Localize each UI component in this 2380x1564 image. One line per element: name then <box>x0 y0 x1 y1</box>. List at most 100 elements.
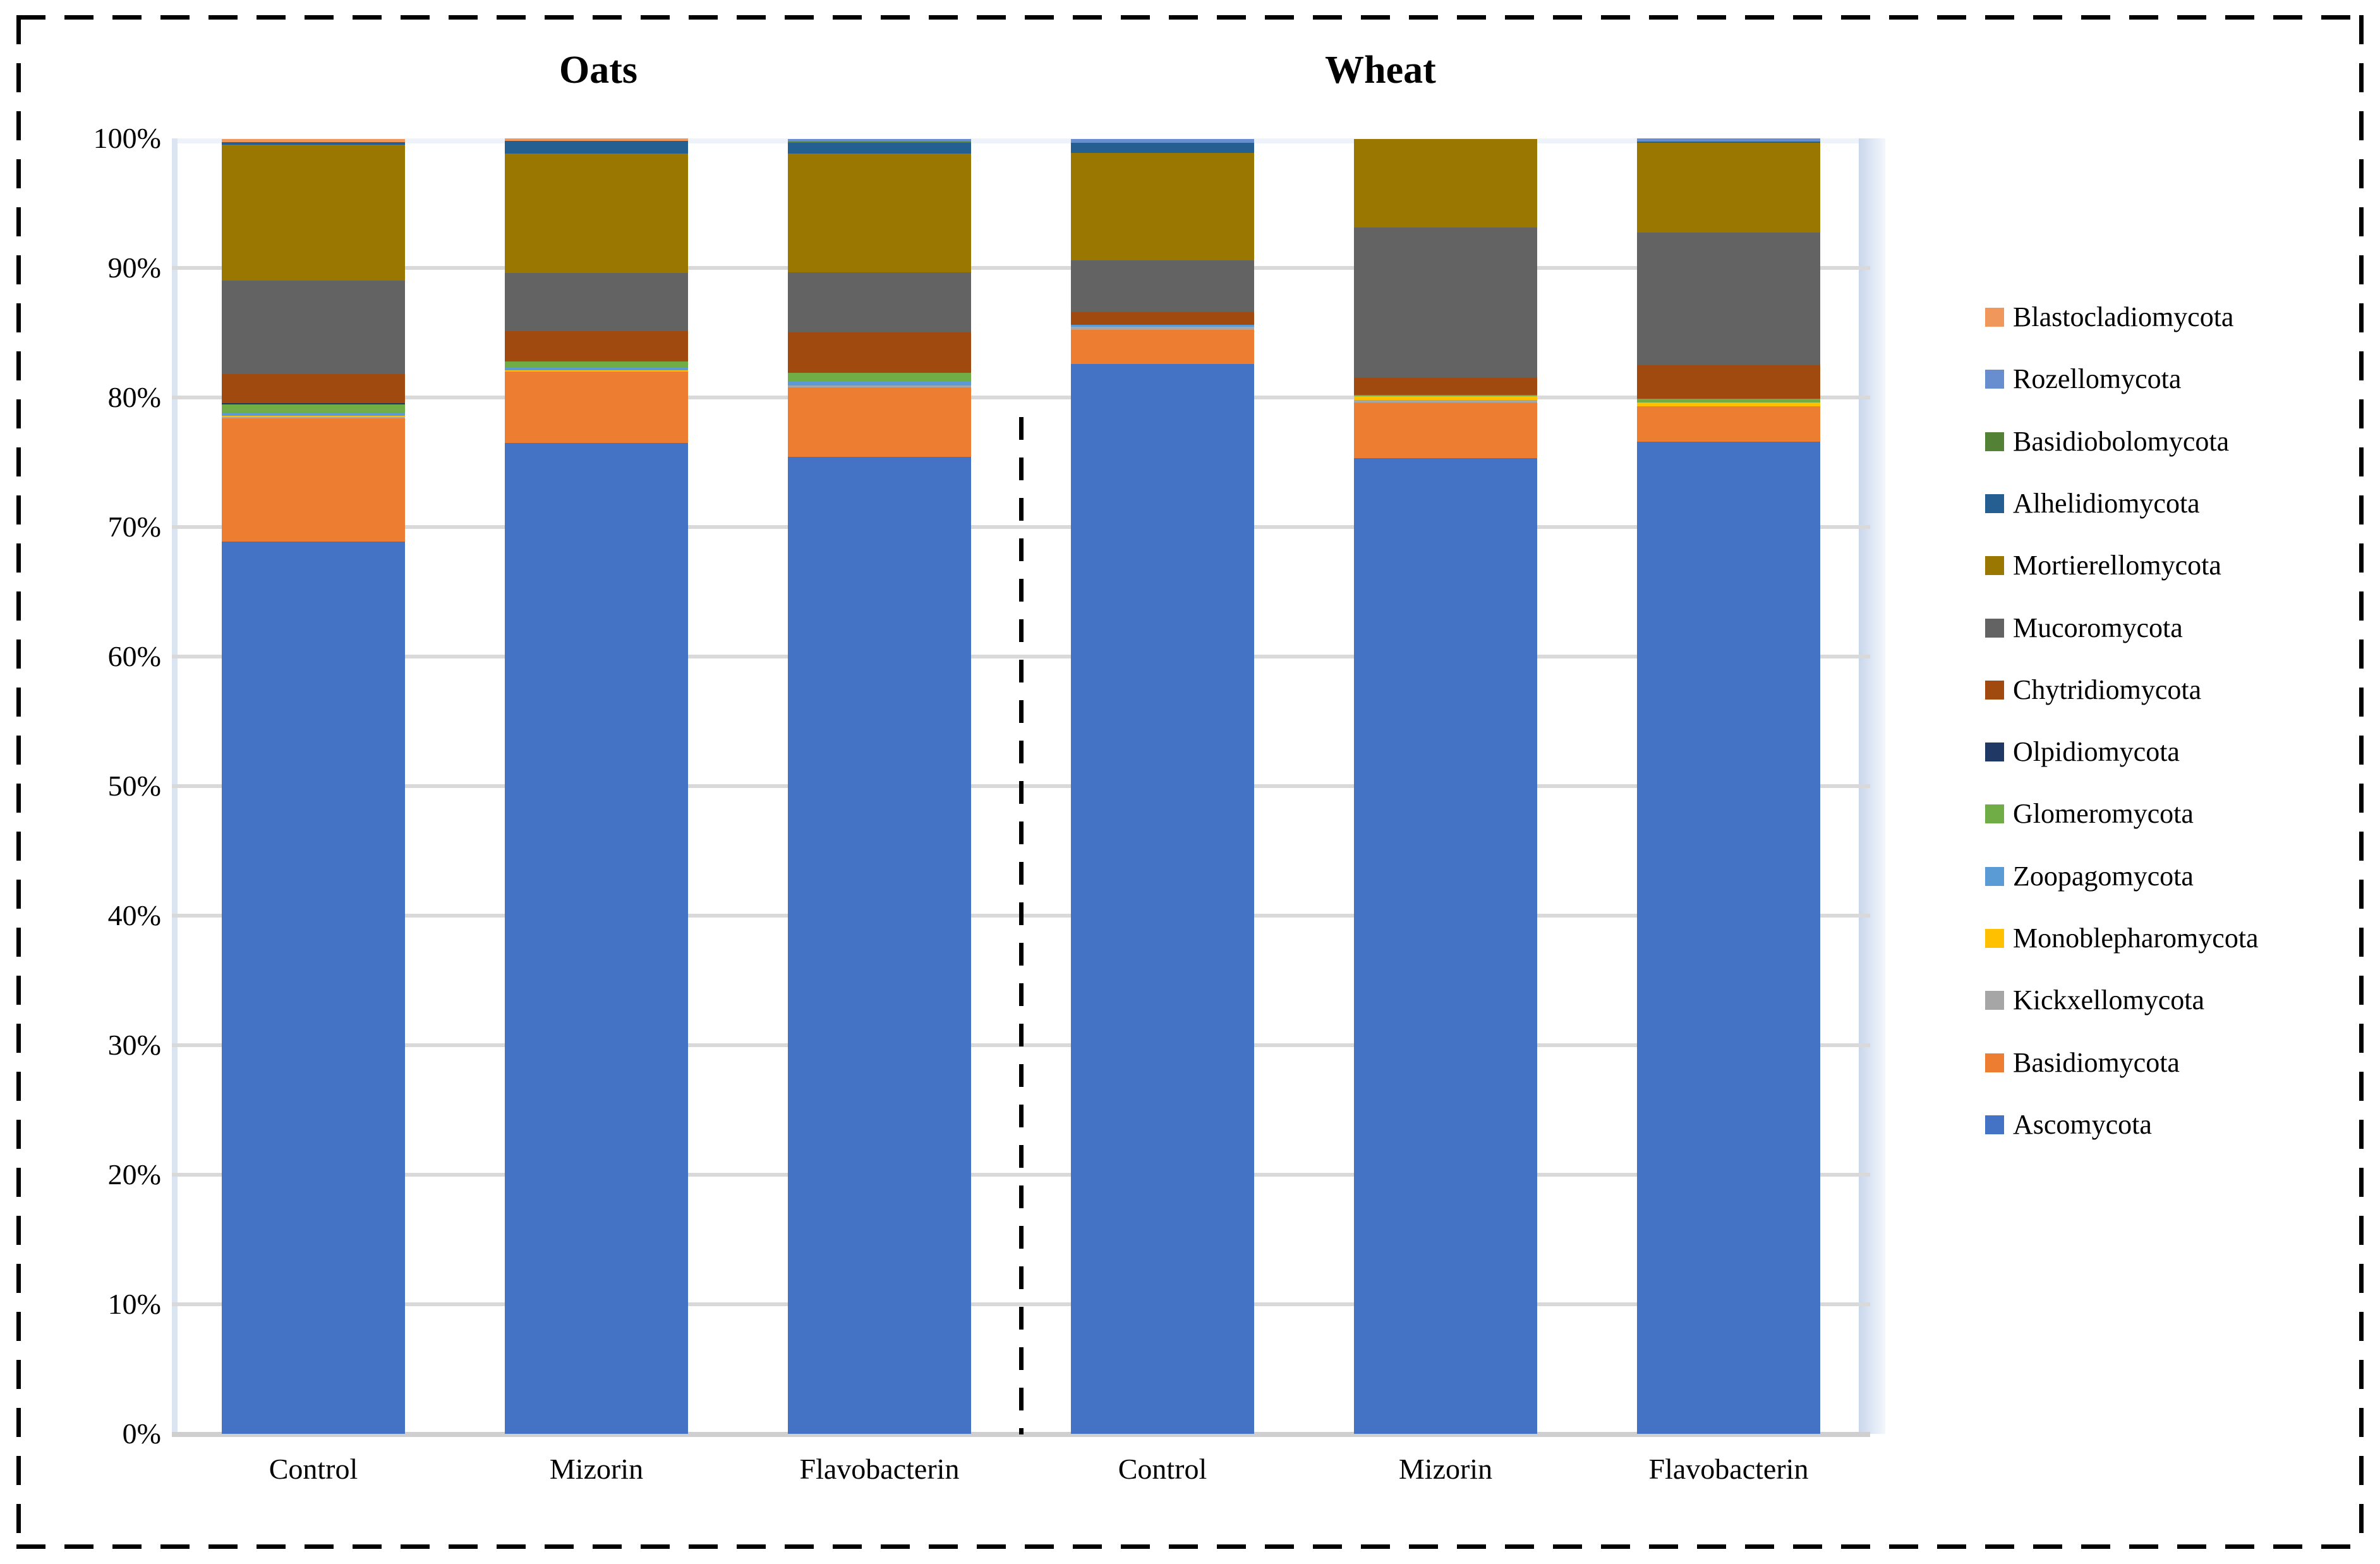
segment-mortierellomycota <box>788 153 971 273</box>
segment-monoblepharomycota <box>222 415 405 417</box>
segment-alhelidiomycota <box>1637 142 1820 143</box>
segment-ascomycota <box>1071 363 1254 1434</box>
stacked-bar-wheat-control <box>1071 138 1254 1434</box>
segment-chytridiomycota <box>222 374 405 404</box>
segment-kickxellomycota <box>788 385 971 387</box>
segment-kickxellomycota <box>1354 400 1537 403</box>
legend-item-mucoromycota: Mucoromycota <box>1985 614 2183 642</box>
segment-monoblepharomycota <box>1637 403 1820 407</box>
legend-swatch-glomeromycota <box>1985 804 2004 823</box>
y-tick-label: 0% <box>122 1417 161 1450</box>
x-tick-label-flavobacterin: Flavobacterin <box>799 1453 960 1485</box>
legend-swatch-monoblepharomycota <box>1985 929 2004 948</box>
legend-item-glomeromycota: Glomeromycota <box>1985 800 2194 828</box>
segment-monoblepharomycota <box>1354 396 1537 401</box>
segment-zoopagomycota <box>505 367 688 370</box>
segment-chytridiomycota <box>1071 312 1254 325</box>
legend-item-alhelidiomycota: Alhelidiomycota <box>1985 490 2200 518</box>
segment-mucoromycota <box>1071 260 1254 312</box>
group-title-oats: Oats <box>559 49 637 92</box>
legend-swatch-kickxellomycota <box>1985 991 2004 1010</box>
legend-label: Alhelidiomycota <box>2013 488 2200 519</box>
segment-kickxellomycota <box>1071 327 1254 330</box>
stacked-bar-oats-mizorin <box>505 138 688 1434</box>
legend-item-rozellomycota: Rozellomycota <box>1985 365 2181 393</box>
legend-item-blastocladiomycota: Blastocladiomycota <box>1985 303 2233 331</box>
legend-label: Rozellomycota <box>2013 363 2182 394</box>
y-tick-label: 30% <box>107 1029 161 1061</box>
legend-item-zoopagomycota: Zoopagomycota <box>1985 863 2194 890</box>
segment-ascomycota <box>505 442 688 1434</box>
gridline-0% <box>172 1432 1870 1437</box>
legend-label: Kickxellomycota <box>2013 985 2205 1015</box>
legend-swatch-basidiobolomycota <box>1985 432 2004 451</box>
segment-zoopagomycota <box>222 413 405 416</box>
y-tick-label: 50% <box>107 770 161 802</box>
segment-chytridiomycota <box>788 332 971 373</box>
segment-blastocladiomycota <box>222 139 405 143</box>
segment-basidiomycota <box>222 418 405 542</box>
group-divider-dashed-line <box>1019 417 1024 1434</box>
legend-label: Zoopagomycota <box>2013 861 2194 892</box>
segment-mortierellomycota <box>1071 152 1254 260</box>
segment-basidiomycota <box>505 371 688 443</box>
legend-label: Blastocladiomycota <box>2013 301 2234 332</box>
legend-item-ascomycota: Ascomycota <box>1985 1111 2152 1139</box>
segment-glomeromycota <box>505 361 688 368</box>
y-tick-label: 40% <box>107 899 161 931</box>
group-title-wheat: Wheat <box>1325 49 1436 92</box>
plot-top-border <box>172 138 1870 143</box>
legend-swatch-chytridiomycota <box>1985 681 2004 700</box>
frame-top <box>16 15 2364 20</box>
segment-mortierellomycota <box>1354 139 1537 228</box>
legend-label: Basidiobolomycota <box>2013 426 2230 457</box>
frame-bottom <box>16 1544 2364 1549</box>
segment-monoblepharomycota <box>505 370 688 372</box>
segment-ascomycota <box>222 541 405 1434</box>
legend-label: Glomeromycota <box>2013 798 2194 829</box>
stacked-bar-oats-flavobacterin <box>788 138 971 1434</box>
segment-chytridiomycota <box>1354 378 1537 395</box>
segment-mucoromycota <box>222 280 405 375</box>
segment-basidiomycota <box>1637 406 1820 442</box>
segment-basidiomycota <box>788 387 971 458</box>
segment-ascomycota <box>1637 441 1820 1434</box>
legend-swatch-ascomycota <box>1985 1115 2004 1134</box>
legend-label: Mucoromycota <box>2013 612 2183 643</box>
segment-basidiomycota <box>1071 330 1254 364</box>
stacked-bar-wheat-mizorin <box>1354 138 1537 1434</box>
segment-ascomycota <box>1354 458 1537 1434</box>
legend-swatch-mortierellomycota <box>1985 556 2004 575</box>
y-tick-label: 70% <box>107 511 161 543</box>
segment-basidiomycota <box>1354 403 1537 459</box>
segment-kickxellomycota <box>222 416 405 418</box>
segment-alhelidiomycota <box>505 141 688 154</box>
y-tick-label: 20% <box>107 1158 161 1191</box>
legend-item-kickxellomycota: Kickxellomycota <box>1985 986 2204 1014</box>
frame-left <box>16 15 21 1549</box>
legend-item-monoblepharomycota: Monoblepharomycota <box>1985 924 2259 952</box>
legend-swatch-blastocladiomycota <box>1985 308 2004 327</box>
legend-swatch-zoopagomycota <box>1985 867 2004 886</box>
segment-olpidiomycota <box>222 403 405 405</box>
segment-glomeromycota <box>1637 398 1820 403</box>
legend-label: Chytridiomycota <box>2013 674 2202 705</box>
y-tick-label: 90% <box>107 252 161 284</box>
frame-right <box>2359 15 2364 1549</box>
segment-alhelidiomycota <box>788 143 971 154</box>
segment-zoopagomycota <box>788 382 971 385</box>
segment-basidiobolomycota <box>788 142 971 143</box>
y-tick-label: 10% <box>107 1288 161 1320</box>
segment-glomeromycota <box>1354 394 1537 396</box>
y-tick-label: 100% <box>93 122 161 154</box>
segment-glomeromycota <box>222 404 405 413</box>
segment-rozellomycota <box>1637 138 1820 142</box>
segment-mucoromycota <box>505 273 688 332</box>
legend-label: Ascomycota <box>2013 1109 2152 1140</box>
segment-alhelidiomycota <box>222 142 405 145</box>
legend-item-basidiobolomycota: Basidiobolomycota <box>1985 428 2229 456</box>
legend-item-mortierellomycota: Mortierellomycota <box>1985 552 2221 579</box>
segment-rozellomycota <box>1071 138 1254 143</box>
legend-item-olpidiomycota: Olpidiomycota <box>1985 738 2180 766</box>
